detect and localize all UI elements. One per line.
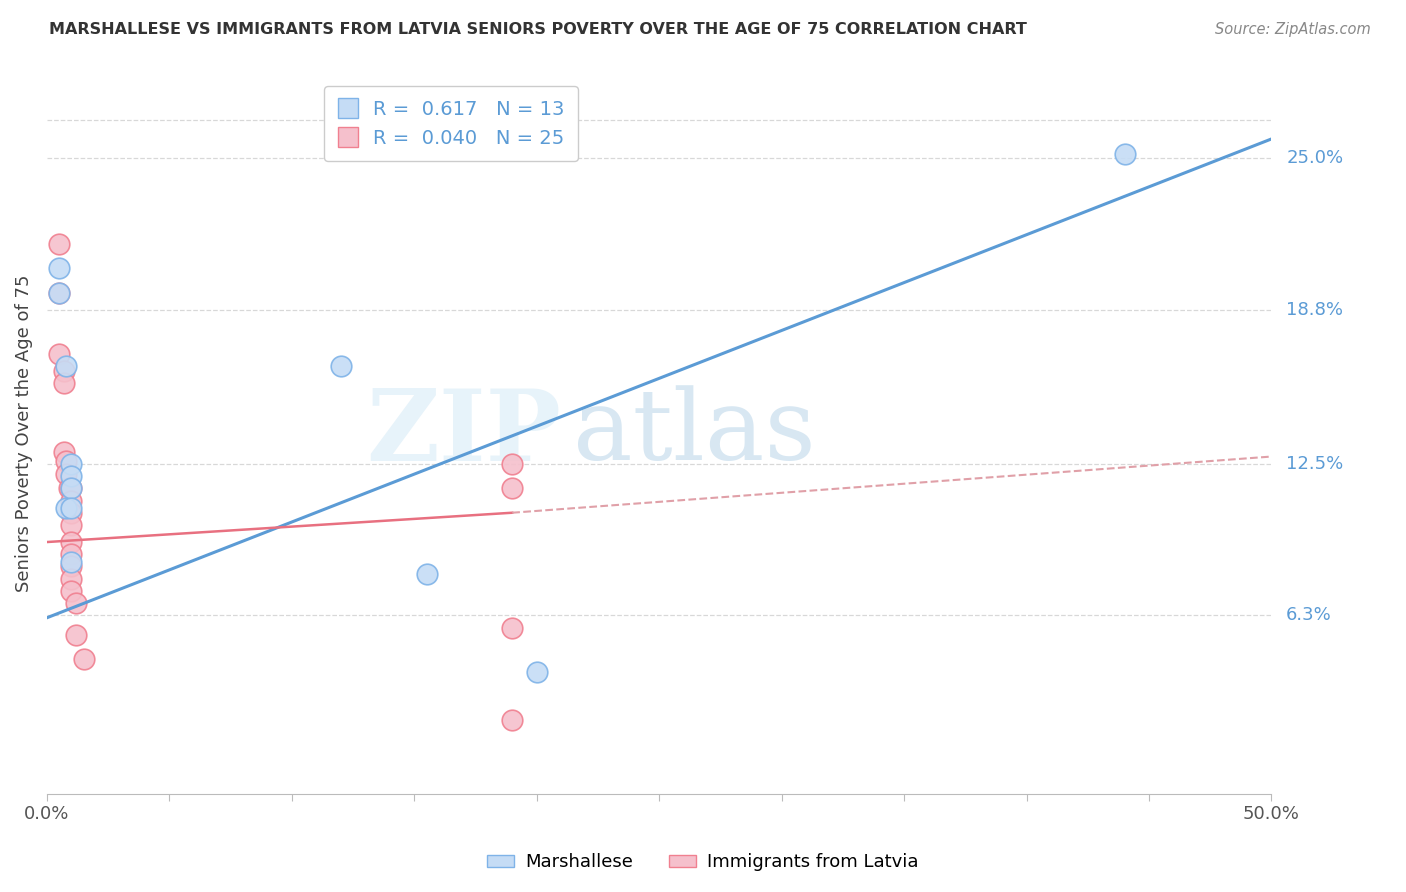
Point <box>55 454 77 468</box>
Point <box>55 467 77 481</box>
Point <box>60 500 83 515</box>
Point <box>60 457 83 471</box>
Point <box>53 444 76 458</box>
Point <box>48 285 70 300</box>
Text: 6.3%: 6.3% <box>1286 607 1331 624</box>
Point <box>65 596 87 610</box>
Point <box>60 559 83 574</box>
Point <box>53 376 76 391</box>
Point <box>48 237 70 252</box>
Point <box>60 547 83 561</box>
Point <box>501 714 523 728</box>
Text: 25.0%: 25.0% <box>1286 150 1343 168</box>
Point <box>329 359 352 373</box>
Text: 12.5%: 12.5% <box>1286 455 1343 473</box>
Point <box>58 481 80 495</box>
Point <box>60 506 83 520</box>
Point <box>60 535 83 549</box>
Point <box>501 481 523 495</box>
Point <box>60 469 83 483</box>
Text: atlas: atlas <box>574 385 817 481</box>
Legend: R =  0.617   N = 13, R =  0.040   N = 25: R = 0.617 N = 13, R = 0.040 N = 25 <box>325 87 578 161</box>
Point <box>60 493 83 508</box>
Point <box>526 665 548 679</box>
Point <box>60 481 83 495</box>
Legend: Marshallese, Immigrants from Latvia: Marshallese, Immigrants from Latvia <box>479 847 927 879</box>
Point <box>53 364 76 378</box>
Point <box>60 572 83 586</box>
Point <box>72 652 94 666</box>
Point <box>48 347 70 361</box>
Point <box>55 359 77 373</box>
Text: MARSHALLESE VS IMMIGRANTS FROM LATVIA SENIORS POVERTY OVER THE AGE OF 75 CORRELA: MARSHALLESE VS IMMIGRANTS FROM LATVIA SE… <box>49 22 1028 37</box>
Point <box>55 500 77 515</box>
Text: ZIP: ZIP <box>367 384 561 482</box>
Text: Source: ZipAtlas.com: Source: ZipAtlas.com <box>1215 22 1371 37</box>
Point <box>60 481 83 495</box>
Point <box>501 621 523 635</box>
Point <box>48 285 70 300</box>
Point <box>65 628 87 642</box>
Point <box>60 555 83 569</box>
Point <box>60 583 83 598</box>
Text: 18.8%: 18.8% <box>1286 301 1343 319</box>
Point <box>48 261 70 276</box>
Point <box>1114 146 1136 161</box>
Point <box>501 457 523 471</box>
Y-axis label: Seniors Poverty Over the Age of 75: Seniors Poverty Over the Age of 75 <box>15 275 32 592</box>
Point <box>415 566 437 581</box>
Point <box>60 517 83 532</box>
